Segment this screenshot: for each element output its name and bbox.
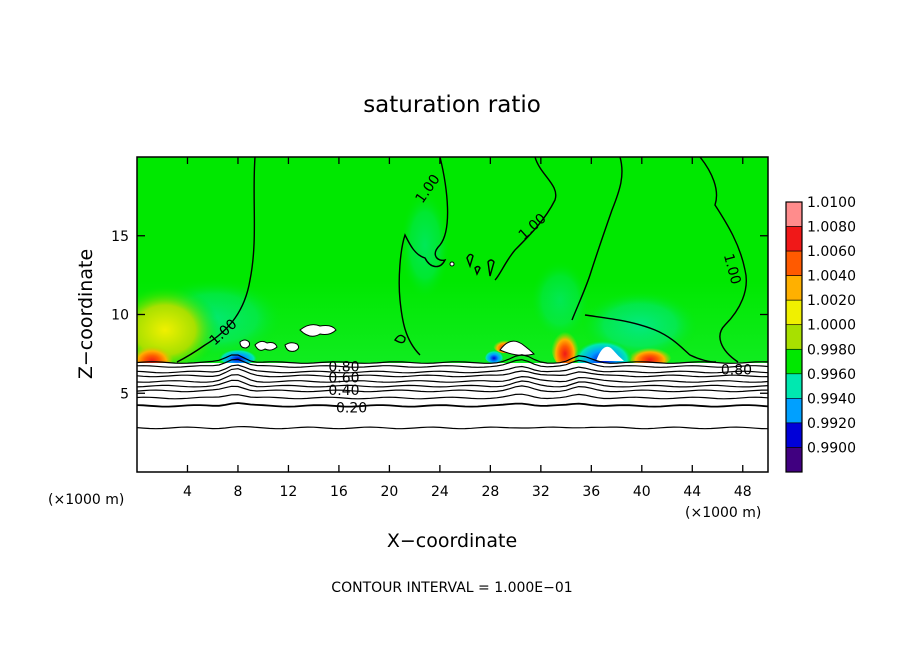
- x-tick-label-0: 4: [183, 484, 192, 500]
- colorbar-swatch-2: [785, 250, 803, 276]
- cold-patch-28: [484, 347, 504, 363]
- contour-interval-text: CONTOUR INTERVAL = 1.000E−01: [331, 580, 572, 596]
- contour-line-2: [137, 364, 768, 374]
- y-tick-label-2: 15: [111, 229, 129, 245]
- svg-text:0.40: 0.40: [328, 383, 359, 399]
- x-axis-ticks: 4 8 12 16 20 24 28 32 36 40 44 48: [183, 157, 752, 500]
- contour-label-7: 0.20: [336, 400, 367, 416]
- y-tick-label-1: 10: [111, 308, 129, 324]
- colorbar-swatch-9: [785, 422, 803, 448]
- colorbar-label-10: 0.9900: [807, 440, 856, 456]
- colorbar-label-9: 0.9920: [807, 416, 856, 432]
- x-tick-label-4: 20: [380, 484, 398, 500]
- y-axis-ticks: 5 10 15: [111, 229, 768, 402]
- contour-line-8: [137, 402, 768, 408]
- contour-line-4: [137, 374, 768, 383]
- colorbar-label-1: 1.0080: [807, 220, 856, 236]
- contour-lines-upper: [176, 157, 747, 363]
- x-axis-label: X−coordinate: [387, 530, 517, 552]
- x-tick-label-6: 28: [481, 484, 499, 500]
- colorbar-swatch-10: [785, 447, 803, 473]
- chart-title: saturation ratio: [363, 92, 541, 118]
- contour-line-7: [137, 393, 768, 400]
- contour-label-8: 0.80: [721, 363, 752, 379]
- colorbar-swatch-0: [785, 201, 803, 227]
- colorbar: 1.0100 1.0080 1.0060 1.0040 1.0020 1.0000 0.99…: [785, 195, 856, 473]
- contour-line-6: [137, 385, 768, 393]
- colorbar-label-5: 1.0000: [807, 318, 856, 334]
- svg-text:1.00: 1.00: [720, 252, 744, 286]
- contour-line-9: [137, 425, 768, 430]
- colorbar-swatch-5: [785, 324, 803, 350]
- hot-patch-left: [137, 339, 174, 371]
- colorbar-swatch-1: [785, 226, 803, 252]
- contour-line-1: [137, 358, 768, 368]
- colorbar-label-8: 0.9940: [807, 391, 856, 407]
- colorbar-label-0: 1.0100: [807, 195, 856, 211]
- contour-line-5: [137, 379, 768, 388]
- y-axis-label: Z−coordinate: [75, 249, 97, 379]
- contour-label-4: 0.80: [328, 359, 359, 375]
- colorbar-swatch-4: [785, 299, 803, 326]
- colorbar-label-3: 1.0040: [807, 269, 856, 285]
- white-contour-patches: [239, 261, 535, 356]
- svg-text:0.60: 0.60: [328, 371, 359, 387]
- colorbar-frame: [785, 201, 803, 473]
- colorbar-swatch-7: [785, 373, 803, 399]
- white-patch-36: [596, 346, 624, 361]
- svg-text:0.20: 0.20: [336, 400, 367, 416]
- contour-lines-lower: [137, 354, 768, 430]
- y-unit-label: (×1000 m): [48, 492, 124, 508]
- colorbar-label-7: 0.9960: [807, 367, 856, 383]
- x-tick-label-11: 48: [734, 484, 752, 500]
- svg-text:0.80: 0.80: [721, 363, 752, 379]
- colorbar-swatch-3: [785, 275, 803, 301]
- cyan-patch-4: [530, 260, 590, 340]
- white-terrain-band: [137, 363, 768, 472]
- contour-label-5: 0.60: [328, 371, 359, 387]
- x-tick-label-9: 40: [633, 484, 651, 500]
- x-tick-label-7: 32: [532, 484, 550, 500]
- colorbar-swatch-8: [785, 398, 803, 424]
- x-tick-label-3: 16: [330, 484, 348, 500]
- svg-text:0.80: 0.80: [328, 359, 359, 375]
- x-tick-label-5: 24: [431, 484, 449, 500]
- x-tick-label-2: 12: [280, 484, 298, 500]
- colorbar-label-2: 1.0060: [807, 244, 856, 260]
- cyan-patch-2: [400, 190, 450, 300]
- x-tick-label-1: 8: [233, 484, 242, 500]
- contour-line-0: [137, 354, 768, 364]
- y-tick-label-0: 5: [120, 386, 129, 402]
- x-unit-label: (×1000 m): [685, 505, 761, 521]
- hot-patch-40: [628, 343, 672, 367]
- x-tick-label-8: 36: [582, 484, 600, 500]
- contour-label-6: 0.40: [328, 383, 359, 399]
- colorbar-swatch-6: [785, 348, 803, 375]
- contour-line-3: [137, 368, 768, 378]
- contour-label-3: 1.00: [720, 252, 744, 286]
- hot-patch-32: [551, 323, 579, 367]
- x-tick-label-10: 44: [683, 484, 701, 500]
- plot-area: [137, 157, 768, 472]
- colorbar-label-4: 1.0020: [807, 293, 856, 309]
- colorbar-label-6: 0.9980: [807, 342, 856, 358]
